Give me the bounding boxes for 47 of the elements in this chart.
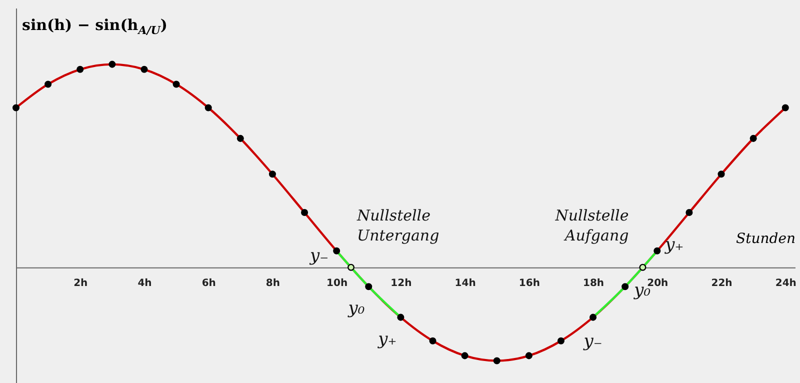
point — [639, 264, 646, 271]
point — [750, 134, 757, 142]
point — [590, 314, 597, 321]
point — [333, 247, 340, 254]
point — [718, 170, 725, 178]
point — [654, 247, 661, 254]
annotation: y₀ — [347, 298, 365, 319]
point — [493, 357, 500, 364]
point — [429, 337, 436, 344]
point — [301, 209, 308, 216]
point — [204, 104, 212, 112]
point — [782, 104, 789, 112]
x-tick-label: 14h — [454, 278, 476, 289]
x-tick-label: 6h — [202, 278, 216, 289]
point — [525, 352, 532, 360]
x-axis-title: Stunden — [736, 230, 796, 247]
point — [622, 283, 629, 290]
x-tick-label: 12h — [390, 278, 412, 289]
point — [686, 209, 693, 216]
y-axis-title: sin(h) − sin(h$_{A/U}$) — [22, 16, 168, 37]
point — [12, 104, 20, 112]
annotation: y₋ — [582, 331, 602, 352]
x-tick-label: 8h — [266, 278, 280, 289]
point — [268, 170, 276, 178]
point — [557, 337, 564, 344]
point — [236, 134, 244, 142]
annotation: y₊ — [664, 234, 684, 255]
annotation: y₋ — [309, 246, 329, 266]
annotation: Nullstelle Aufgang — [554, 206, 629, 244]
x-tick-label: 22h — [711, 278, 732, 289]
point — [461, 352, 468, 360]
annotation: Nullstelle Untergang — [356, 206, 440, 244]
point — [140, 66, 148, 73]
x-tick-label: 2h — [74, 278, 88, 289]
point — [397, 314, 404, 321]
x-tick-label: 18h — [583, 278, 604, 289]
point — [172, 80, 180, 88]
point — [44, 80, 52, 88]
point — [365, 283, 372, 290]
x-tick-label: 16h — [518, 278, 540, 289]
annotation: y₊ — [377, 329, 397, 350]
x-tick-label: 10h — [326, 278, 348, 289]
point — [108, 60, 116, 68]
x-tick-label: 4h — [138, 278, 152, 289]
point — [347, 264, 355, 271]
point — [76, 66, 84, 73]
x-tick-label: 24h — [775, 278, 796, 289]
